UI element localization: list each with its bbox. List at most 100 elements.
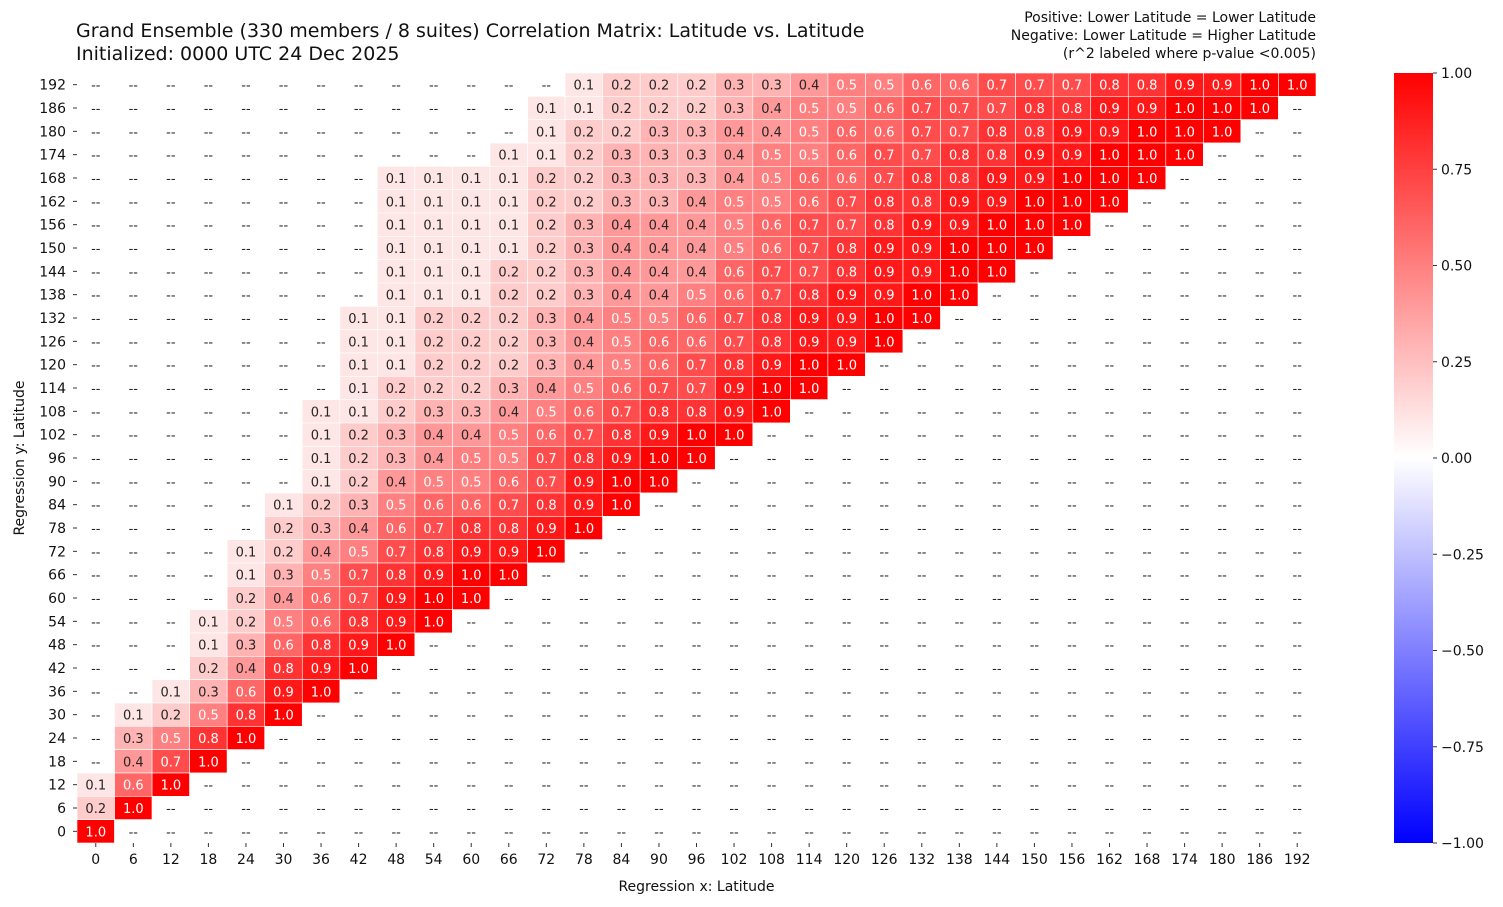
cell-label: -- [91,125,101,140]
cell-label: -- [654,662,664,677]
cell-label: -- [804,429,814,444]
cell-label: -- [955,685,965,700]
cell-label: -- [955,522,965,537]
cell-label: -- [1105,452,1115,467]
cell-label: -- [729,732,739,747]
cell-label: -- [1067,615,1077,630]
cell-label: 0.6 [799,172,820,187]
cell-label: 1.0 [1062,195,1083,210]
cell-label: -- [917,639,927,654]
cell-label: 0.5 [761,195,782,210]
cell-label: 0.2 [423,359,444,374]
cell-label: -- [204,172,214,187]
cell-label: -- [391,732,401,747]
cell-label: -- [955,312,965,327]
cell-label: -- [955,732,965,747]
cell-label: -- [1030,452,1040,467]
cell-label: -- [617,802,627,817]
cell-label: -- [729,615,739,630]
cell-label: -- [917,475,927,490]
cell-label: -- [917,545,927,560]
cell-label: -- [767,732,777,747]
cell-label: -- [1067,685,1077,700]
cell-label: -- [91,195,101,210]
cell-label: 0.1 [273,499,294,514]
x-axis-title: Regression x: Latitude [618,879,774,895]
cell-label: -- [917,429,927,444]
cell-label: 0.6 [836,172,857,187]
cell-label: 1.0 [461,592,482,607]
colorbar-tick-label: −0.75 [1441,740,1484,756]
cell-label: 1.0 [911,312,932,327]
chart-title-block: Grand Ensemble (330 members / 8 suites) … [76,20,864,66]
y-tick-label: 12 [48,778,66,794]
cell-label: 0.3 [273,569,294,584]
cell-label: 0.1 [161,685,182,700]
cell-label: 0.3 [236,639,257,654]
cell-label: -- [204,125,214,140]
cell-label: -- [992,732,1002,747]
cell-label: 0.8 [1099,79,1120,94]
cell-label: 0.4 [686,219,707,234]
cell-label: -- [279,149,289,164]
cell-label: 0.6 [236,685,257,700]
cell-label: -- [1293,312,1303,327]
cell-label: -- [654,522,664,537]
cell-label: -- [1180,382,1190,397]
cell-label: 0.9 [836,312,857,327]
cell-label: 0.7 [1062,79,1083,94]
cell-label: -- [129,429,139,444]
cell-label: 0.8 [761,312,782,327]
cell-label: -- [129,499,139,514]
y-tick-label: 150 [39,241,66,257]
cell-label: 0.7 [423,522,444,537]
cell-label: 0.1 [461,242,482,257]
cell-label: -- [241,452,251,467]
cell-label: -- [767,592,777,607]
cell-label: -- [767,662,777,677]
cell-label: -- [166,802,176,817]
cell-label: -- [955,592,965,607]
cell-label: -- [91,429,101,444]
cell-label: -- [429,779,439,794]
cell-label: -- [504,615,514,630]
x-tick-label: 48 [387,852,405,868]
cell-label: 0.7 [536,475,557,490]
cell-label: -- [767,709,777,724]
cell-label: -- [692,475,702,490]
cell-label: -- [917,452,927,467]
note-positive: Positive: Lower Latitude = Lower Latitud… [1024,10,1316,26]
cell-label: 1.0 [1249,102,1270,117]
cell-label: -- [1255,475,1265,490]
cell-label: -- [842,475,852,490]
y-tick-label: 0 [57,824,66,840]
cell-label: -- [542,615,552,630]
x-tick-label: 66 [500,852,518,868]
cell-label: -- [1142,265,1152,280]
cell-label: -- [91,709,101,724]
cell-label: 0.9 [987,172,1008,187]
cell-label: -- [204,545,214,560]
y-tick-label: 138 [39,288,66,304]
cell-label: 0.2 [461,312,482,327]
cell-label: 0.4 [536,382,557,397]
cell-label: 0.9 [874,242,895,257]
cell-label: -- [1255,382,1265,397]
cell-label: -- [129,102,139,117]
x-tick-label: 90 [650,852,668,868]
cell-label: -- [391,662,401,677]
cell-label: 0.7 [987,102,1008,117]
cell-label: 0.9 [1024,149,1045,164]
y-tick-label: 6 [57,801,66,817]
cell-label: -- [204,359,214,374]
cell-label: -- [241,289,251,304]
cell-label: -- [917,685,927,700]
cell-label: -- [166,79,176,94]
cell-label: -- [579,825,589,840]
x-tick-label: 144 [983,852,1010,868]
cell-label: 0.5 [461,475,482,490]
cell-label: 0.2 [461,382,482,397]
cell-label: -- [391,709,401,724]
cell-label: -- [204,335,214,350]
cell-label: -- [1255,429,1265,444]
